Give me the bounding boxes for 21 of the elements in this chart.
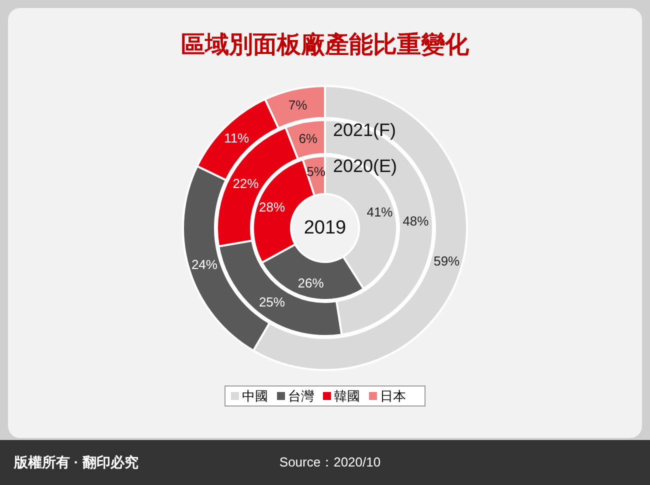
data-label: 25% [258,294,286,310]
data-label: 26% [298,276,324,291]
legend-label: 台灣 [288,388,314,404]
slice-label: 2021(F) [333,120,396,140]
data-label: 28% [258,200,286,215]
data-label: 41% [366,204,394,220]
data-label: 48% [402,213,430,228]
data-label: 24% [191,257,218,272]
data-label: 7% [288,97,308,112]
legend-label: 韓國 [334,388,360,404]
chart-title: 區域別面板廠產能比重變化 [181,30,470,58]
source-note: Source：2020/10 [279,454,381,470]
data-label: 59% [434,253,460,268]
data-label: 6% [298,131,318,146]
slice-label: 2019 [304,218,346,238]
data-label: 22% [232,176,260,191]
legend-label: 中國 [242,388,268,404]
data-label: 11% [224,130,250,146]
slice-label: 2020(E) [333,156,398,176]
legend-label: 日本 [380,388,406,404]
text: 版權所有 · 翻印必究 [13,454,138,470]
